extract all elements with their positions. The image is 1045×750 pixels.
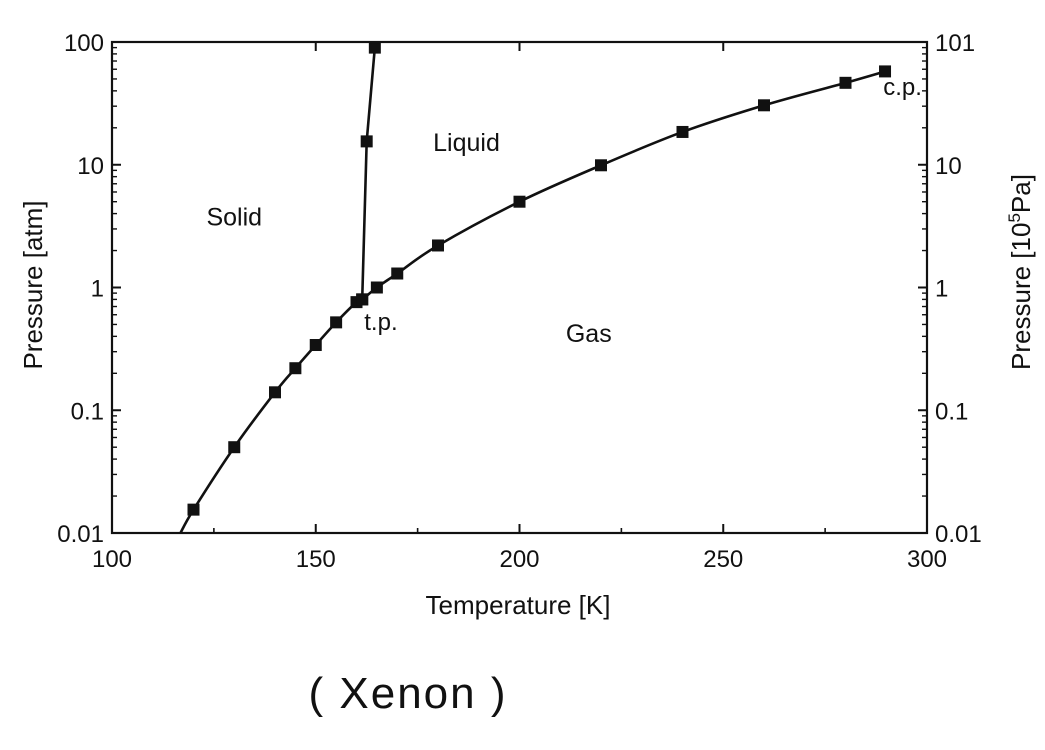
data-point-series2 [368, 41, 381, 54]
y-axis-title-right-superscript: 5 [1005, 213, 1024, 222]
series-line-melting [360, 47, 377, 300]
y-axis-title-right: Pressure [105Pa] [1005, 174, 1036, 370]
series-curves [179, 47, 886, 534]
data-point-series1 [595, 159, 607, 172]
data-point-series1 [513, 195, 526, 208]
y-tick-label-left: 10 [77, 153, 104, 180]
y-tick-label-left: 0.01 [57, 521, 104, 548]
data-point-series1 [879, 65, 892, 78]
annotation-tp: t.p. [364, 309, 397, 336]
data-point-series1 [330, 316, 343, 329]
y-tick-label-right: 101 [935, 30, 975, 57]
data-point-series1 [432, 239, 444, 252]
series-line-vapor [179, 70, 886, 534]
y-tick-label-right: 10 [935, 153, 962, 180]
data-point-series1 [187, 503, 200, 516]
y-axis-title-left: Pressure [atm] [18, 200, 48, 369]
y-axis-title-right-prefix: Pressure [10 [1006, 223, 1036, 370]
axis-ticks [111, 41, 928, 534]
annotation-cp: c.p. [883, 74, 922, 101]
x-tick-label: 200 [499, 546, 539, 573]
x-tick-label: 100 [92, 546, 132, 573]
plot-frame [110, 40, 929, 535]
y-tick-label-left: 1 [91, 276, 104, 303]
y-tick-label-right: 0.1 [935, 398, 968, 425]
data-point-series1 [289, 362, 302, 375]
annotation-gas: Gas [566, 320, 612, 348]
handwritten-note: ( Xenon ) [309, 669, 508, 718]
annotation-solid: Solid [206, 203, 262, 231]
y-axis-title-right-suffix: Pa] [1006, 174, 1036, 213]
x-axis-title: Temperature [K] [426, 590, 611, 620]
y-tick-label-right: 1 [935, 276, 948, 303]
x-tick-label: 250 [703, 546, 743, 573]
x-tick-label: 150 [296, 546, 336, 573]
x-tick-label: 300 [907, 546, 947, 573]
data-point-series1 [391, 267, 404, 280]
data-point-series1 [228, 441, 241, 454]
y-tick-label-left: 100 [64, 30, 104, 57]
data-point-series1 [370, 281, 383, 294]
series-markers [187, 41, 892, 516]
data-point-series1 [309, 339, 322, 352]
data-point-series2 [356, 293, 369, 306]
data-point-series2 [360, 135, 373, 148]
data-point-series1 [269, 386, 281, 399]
region-annotations: Solid Liquid Gas t.p. c.p. [206, 74, 921, 348]
annotation-liquid: Liquid [433, 129, 500, 157]
y-tick-label-left: 0.1 [71, 398, 104, 425]
data-point-series1 [839, 76, 852, 89]
data-point-series1 [758, 99, 770, 112]
y-tick-label-right: 0.01 [935, 521, 982, 548]
data-point-series1 [676, 125, 689, 138]
